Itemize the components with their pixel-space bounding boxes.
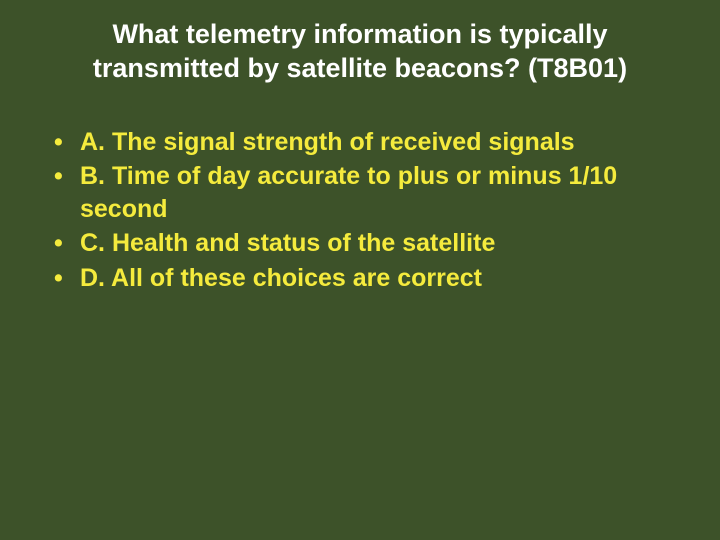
slide-title: What telemetry information is typically … bbox=[40, 18, 680, 86]
slide-container: What telemetry information is typically … bbox=[0, 0, 720, 540]
option-label: D. All of these choices are correct bbox=[80, 264, 482, 292]
option-label: C. Health and status of the satellite bbox=[80, 229, 495, 257]
option-label: A. The signal strength of received signa… bbox=[80, 128, 575, 156]
option-c: C. Health and status of the satellite bbox=[50, 227, 680, 260]
option-b: B. Time of day accurate to plus or minus… bbox=[50, 160, 680, 225]
option-label: B. Time of day accurate to plus or minus… bbox=[80, 162, 617, 223]
options-list: A. The signal strength of received signa… bbox=[40, 126, 680, 295]
option-d: D. All of these choices are correct bbox=[50, 262, 680, 295]
option-a: A. The signal strength of received signa… bbox=[50, 126, 680, 159]
